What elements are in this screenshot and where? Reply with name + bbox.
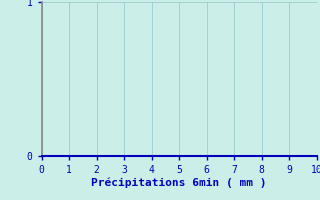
X-axis label: Précipitations 6min ( mm ): Précipitations 6min ( mm ) <box>92 178 267 188</box>
